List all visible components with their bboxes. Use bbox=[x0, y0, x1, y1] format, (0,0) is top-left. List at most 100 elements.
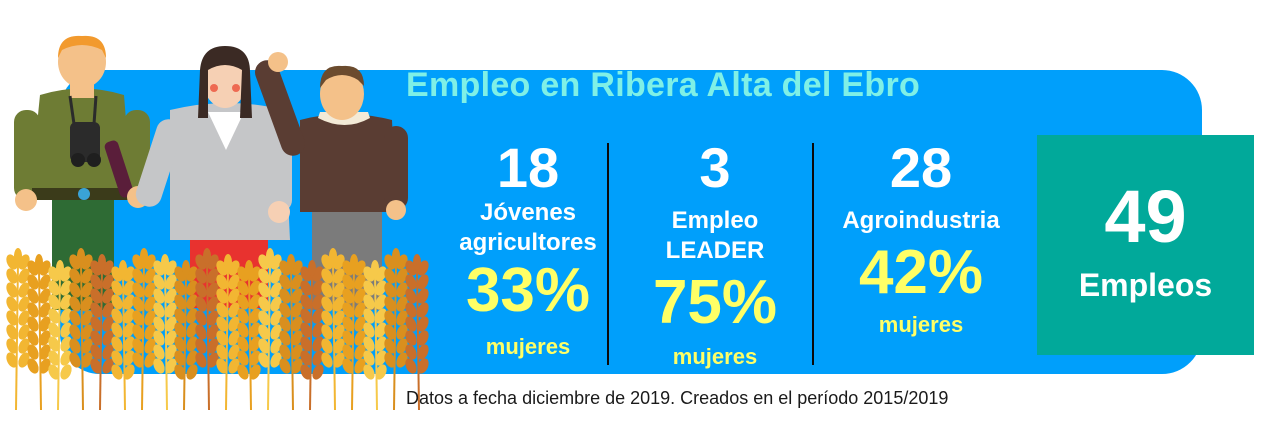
wheat-grain bbox=[291, 316, 303, 332]
stat-label: agricultores bbox=[459, 229, 597, 256]
stat-percent-label: mujeres bbox=[672, 344, 758, 369]
wheat-tip bbox=[14, 248, 22, 264]
wheat-grain bbox=[153, 274, 165, 290]
wheat-grain bbox=[417, 302, 429, 318]
wheat-grain bbox=[333, 338, 345, 354]
wheat-grain bbox=[123, 308, 135, 324]
wheat-grain bbox=[363, 350, 375, 366]
wheat-grain bbox=[228, 316, 240, 332]
wheat-grain bbox=[48, 308, 60, 324]
wheat-grain bbox=[405, 344, 417, 360]
wheat-grain bbox=[249, 350, 261, 366]
wheat-grain bbox=[417, 288, 429, 304]
wheat-grain bbox=[258, 352, 270, 368]
wheat-grain bbox=[144, 324, 156, 340]
wheat-grain bbox=[249, 364, 261, 380]
wheat-grain bbox=[270, 296, 282, 312]
wheat-grain bbox=[216, 330, 228, 346]
wheat-tip bbox=[224, 254, 232, 270]
wheat-grain bbox=[417, 344, 429, 360]
wheat-grain bbox=[249, 294, 261, 310]
total-label: Empleos bbox=[1078, 267, 1213, 303]
wheat-grain bbox=[321, 296, 333, 312]
wheat-grain bbox=[195, 352, 207, 368]
wheat-grain bbox=[384, 352, 396, 368]
wheat-grain bbox=[354, 330, 366, 346]
wheat-tip bbox=[56, 260, 64, 276]
wheat-grain bbox=[396, 296, 408, 312]
wheat-grain bbox=[375, 294, 387, 310]
wheat-grain bbox=[81, 324, 93, 340]
wheat-tip bbox=[287, 254, 295, 270]
wheat-grain bbox=[375, 364, 387, 380]
wheat-grain bbox=[39, 302, 51, 318]
wheat-grain bbox=[291, 330, 303, 346]
wheat-grain bbox=[396, 282, 408, 298]
wheat-grain bbox=[342, 274, 354, 290]
wheat-grain bbox=[174, 350, 186, 366]
wheat-grain bbox=[333, 310, 345, 326]
wheat-grain bbox=[237, 280, 249, 296]
wheat-grain bbox=[228, 274, 240, 290]
wheat-grain bbox=[354, 302, 366, 318]
wheat-grain bbox=[48, 350, 60, 366]
wheat-grain bbox=[69, 352, 81, 368]
wheat-grain bbox=[384, 338, 396, 354]
wheat-grain bbox=[27, 358, 39, 374]
wheat-grain bbox=[60, 322, 72, 338]
wheat-grain bbox=[60, 308, 72, 324]
wheat-grain bbox=[6, 352, 18, 368]
wheat-grain bbox=[396, 324, 408, 340]
wheat-grain bbox=[81, 268, 93, 284]
wheat-grain bbox=[279, 358, 291, 374]
wheat-grain bbox=[228, 302, 240, 318]
wheat-grain bbox=[279, 302, 291, 318]
wheat-grain bbox=[90, 358, 102, 374]
wheat-grain bbox=[165, 330, 177, 346]
wheat-grain bbox=[270, 352, 282, 368]
wheat-tip bbox=[182, 260, 190, 276]
wheat-grain bbox=[153, 316, 165, 332]
wheat-grain bbox=[6, 282, 18, 298]
wheat-grain bbox=[270, 324, 282, 340]
wheat-grain bbox=[291, 358, 303, 374]
wheat-grain bbox=[132, 338, 144, 354]
wheat-grain bbox=[39, 316, 51, 332]
wheat-tip bbox=[35, 254, 43, 270]
wheat-grain bbox=[363, 280, 375, 296]
wheat-grain bbox=[342, 358, 354, 374]
wheat-grain bbox=[27, 274, 39, 290]
wheat-grain bbox=[342, 288, 354, 304]
wheat-grain bbox=[186, 280, 198, 296]
wheat-grain bbox=[18, 310, 30, 326]
wheat-grain bbox=[375, 350, 387, 366]
wheat-grain bbox=[195, 310, 207, 326]
wheat-grain bbox=[375, 336, 387, 352]
wheat-grain bbox=[354, 358, 366, 374]
stat-young-farmers: 18 Jóvenes agricultores 33% mujeres bbox=[440, 138, 616, 360]
wheat-grain bbox=[258, 324, 270, 340]
wheat-grain bbox=[384, 282, 396, 298]
stat-leader-employment: 3 Empleo LEADER 75% mujeres bbox=[620, 138, 810, 370]
wheat-grain bbox=[333, 352, 345, 368]
wheat-grain bbox=[312, 308, 324, 324]
wheat-grain bbox=[249, 308, 261, 324]
wheat-grain bbox=[270, 268, 282, 284]
stat-label: Agroindustria bbox=[842, 207, 1000, 234]
wheat-grain bbox=[48, 294, 60, 310]
wheat-grain bbox=[270, 310, 282, 326]
wheat-grain bbox=[375, 280, 387, 296]
wheat-grain bbox=[300, 308, 312, 324]
wheat-grain bbox=[60, 280, 72, 296]
wheat-grain bbox=[300, 280, 312, 296]
wheat-grain bbox=[102, 302, 114, 318]
wheat-grain bbox=[18, 282, 30, 298]
wheat-grain bbox=[417, 330, 429, 346]
wheat-grain bbox=[207, 268, 219, 284]
wheat-grain bbox=[195, 296, 207, 312]
wheat-grain bbox=[207, 324, 219, 340]
wheat-grain bbox=[195, 268, 207, 284]
wheat-grain bbox=[207, 282, 219, 298]
stat-percent-label: mujeres bbox=[878, 312, 964, 337]
wheat-grain bbox=[207, 310, 219, 326]
